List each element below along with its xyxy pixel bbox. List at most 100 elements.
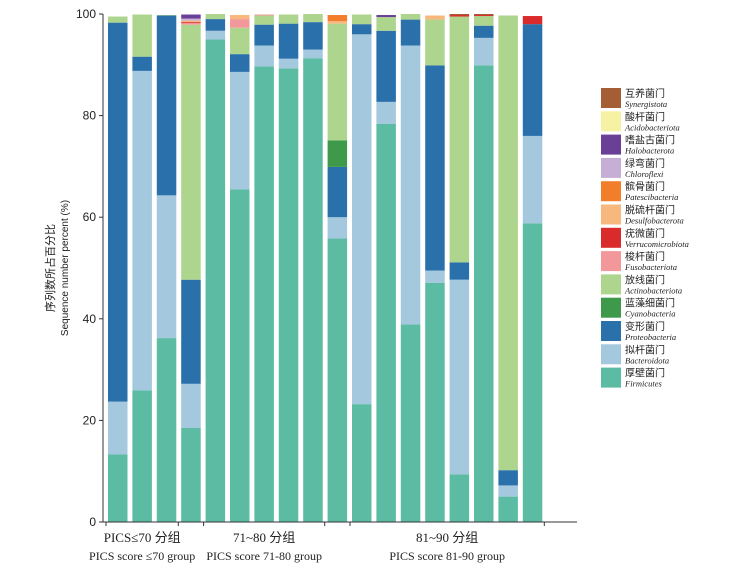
legend-label-en-bacteroidota: Bacteroidota bbox=[625, 355, 669, 365]
legend-swatch-chloroflexi bbox=[601, 157, 621, 178]
legend-label-cn-chloroflexi: 绿弯菌门 bbox=[625, 157, 665, 170]
bar-segment-7-bacteroidota bbox=[254, 45, 274, 67]
bar-segment-9-bacteroidota bbox=[303, 49, 323, 59]
bar-segment-1-bacteroidota bbox=[108, 401, 128, 455]
bar-segment-11-proteobacteria bbox=[352, 24, 372, 35]
legend-swatch-verrucomicrobiota bbox=[601, 227, 621, 248]
bar-segment-8-proteobacteria bbox=[278, 23, 299, 59]
legend-label-en-desulfobacterota: Desulfobacterota bbox=[624, 216, 684, 226]
legend-swatch-proteobacteria bbox=[601, 321, 621, 341]
bar-segment-1-firmicutes bbox=[108, 454, 128, 522]
bar-segment-14-bacteroidota bbox=[425, 270, 445, 283]
bar-segment-3-proteobacteria bbox=[156, 15, 177, 196]
bar-segment-1-actinobacteriota bbox=[108, 16, 128, 23]
bar-segment-15-synergistota bbox=[449, 14, 470, 16]
bar-segment-9-firmicutes bbox=[303, 58, 323, 522]
bar-segment-17-actinobacteriota bbox=[498, 15, 518, 471]
bar-segment-16-verrucomicrobiota bbox=[474, 15, 494, 17]
bar-segment-5-actinobacteriota bbox=[205, 14, 226, 20]
bar-segment-13-proteobacteria bbox=[400, 19, 421, 46]
y-axis-title-en: Sequence number percent (%) bbox=[60, 200, 71, 336]
bar-segment-10-actinobacteriota bbox=[327, 23, 348, 141]
legend-label-en-firmicutes: Firmicutes bbox=[624, 379, 663, 389]
bar-segment-15-verrucomicrobiota bbox=[449, 15, 470, 17]
group-bracket-3 bbox=[349, 521, 545, 526]
legend-label-cn-desulfobacterota: 脱硫杆菌门 bbox=[625, 204, 675, 217]
bar-segment-2-bacteroidota bbox=[132, 70, 152, 391]
legend-swatch-fusobacteriota bbox=[601, 251, 621, 272]
bar-segment-18-proteobacteria bbox=[522, 24, 543, 136]
group-label-en-3: PICS score 81-90 group bbox=[389, 549, 505, 563]
y-axis-title-cn: 序列数所占百分比 bbox=[43, 224, 57, 312]
bar-segment-7-fusobacteriota bbox=[254, 14, 274, 16]
legend-swatch-synergistota bbox=[601, 88, 621, 108]
bar-segment-3-actinobacteriota bbox=[156, 15, 177, 16]
bar-segment-4-verrucomicrobiota bbox=[181, 22, 201, 24]
bar-segment-10-bacteroidota bbox=[327, 217, 348, 239]
bar-segment-5-proteobacteria bbox=[205, 19, 226, 31]
bar-segment-2-actinobacteriota bbox=[132, 14, 152, 57]
bar-segment-4-desulfobacterota bbox=[181, 20, 201, 23]
bar-segment-12-proteobacteria bbox=[376, 30, 396, 102]
group-label-cn-1: PICS≤70 分组 bbox=[104, 530, 181, 545]
bar-segment-12-bacteroidota bbox=[376, 101, 396, 124]
legend-label-en-chloroflexi: Chloroflexi bbox=[625, 169, 664, 179]
bar-segment-9-actinobacteriota bbox=[303, 14, 323, 23]
legend-swatch-halobacterota bbox=[601, 134, 621, 155]
legend-label-cn-bacteroidota: 拟杆菌门 bbox=[625, 343, 665, 356]
legend-swatch-bacteroidota bbox=[601, 344, 621, 365]
legend-swatch-patescibacteria bbox=[601, 181, 621, 202]
bar-segment-12-halobacterota bbox=[376, 15, 396, 18]
group-label-cn-2: 71~80 分组 bbox=[233, 530, 295, 545]
bar-segment-10-patescibacteria bbox=[327, 15, 348, 22]
bar-segment-11-actinobacteriota bbox=[352, 14, 372, 25]
group-bracket-2 bbox=[203, 521, 326, 526]
bar-segment-4-bacteroidota bbox=[181, 383, 201, 429]
bar-segment-9-proteobacteria bbox=[303, 22, 323, 50]
legend-label-cn-verrucomicrobiota: 疣微菌门 bbox=[625, 227, 665, 240]
legend-label-cn-synergistota: 互养菌门 bbox=[625, 87, 665, 100]
bar-segment-6-bacteroidota bbox=[230, 71, 250, 190]
group-label-cn-3: 81~90 分组 bbox=[416, 530, 478, 545]
bar-segment-18-verrucomicrobiota bbox=[522, 16, 543, 25]
group-label-en-1: PICS score ≤70 group bbox=[89, 549, 195, 563]
y-tick-label-100: 100 bbox=[76, 7, 96, 21]
bar-segment-6-fusobacteriota bbox=[230, 19, 250, 28]
bar-segment-10-cyanobacteria bbox=[327, 140, 348, 167]
bar-segment-15-actinobacteriota bbox=[449, 16, 470, 263]
bar-segment-15-proteobacteria bbox=[449, 262, 470, 280]
bar-segment-13-bacteroidota bbox=[400, 45, 421, 325]
bar-segment-3-firmicutes bbox=[156, 338, 177, 522]
legend-swatch-desulfobacterota bbox=[601, 204, 621, 225]
y-tick-label-0: 0 bbox=[89, 515, 96, 529]
bar-segment-4-firmicutes bbox=[181, 428, 201, 522]
bar-segment-6-firmicutes bbox=[230, 189, 250, 522]
bar-segment-16-proteobacteria bbox=[474, 25, 494, 38]
bar-segment-6-desulfobacterota bbox=[230, 15, 250, 20]
bar-segment-10-firmicutes bbox=[327, 238, 348, 523]
legend-label-en-verrucomicrobiota: Verrucomicrobiota bbox=[625, 239, 689, 249]
group-label-en-2: PICS score 71-80 group bbox=[206, 549, 322, 563]
legend-swatch-acidobacteriota bbox=[601, 111, 621, 132]
bar-segment-16-synergistota bbox=[474, 14, 494, 16]
legend-label-cn-proteobacteria: 变形菌门 bbox=[625, 320, 665, 333]
y-tick-label-80: 80 bbox=[83, 109, 97, 123]
legend-label-cn-halobacterota: 嗜盐古菌门 bbox=[625, 134, 675, 147]
bar-segment-13-actinobacteriota bbox=[400, 14, 421, 20]
bar-segment-10-desulfobacterota bbox=[327, 21, 348, 24]
bar-segment-6-actinobacteriota bbox=[230, 27, 250, 55]
bar-segment-7-firmicutes bbox=[254, 66, 274, 522]
legend-label-cn-acidobacteriota: 酸杆菌门 bbox=[625, 110, 665, 123]
legend-label-cn-actinobacteriota: 放线菌门 bbox=[625, 273, 665, 286]
bar-segment-14-firmicutes bbox=[425, 282, 445, 522]
bar-segment-14-proteobacteria bbox=[425, 65, 445, 271]
legend-label-en-patescibacteria: Patescibacteria bbox=[624, 192, 678, 202]
bar-segment-8-bacteroidota bbox=[278, 58, 299, 69]
bar-segment-2-firmicutes bbox=[132, 390, 152, 522]
bar-segment-4-chloroflexi bbox=[181, 18, 201, 21]
legend-label-cn-patescibacteria: 髌骨菌门 bbox=[625, 180, 665, 193]
bar-segment-12-firmicutes bbox=[376, 123, 396, 522]
bar-segment-15-bacteroidota bbox=[449, 279, 470, 475]
legend-label-en-cyanobacteria: Cyanobacteria bbox=[625, 309, 676, 319]
